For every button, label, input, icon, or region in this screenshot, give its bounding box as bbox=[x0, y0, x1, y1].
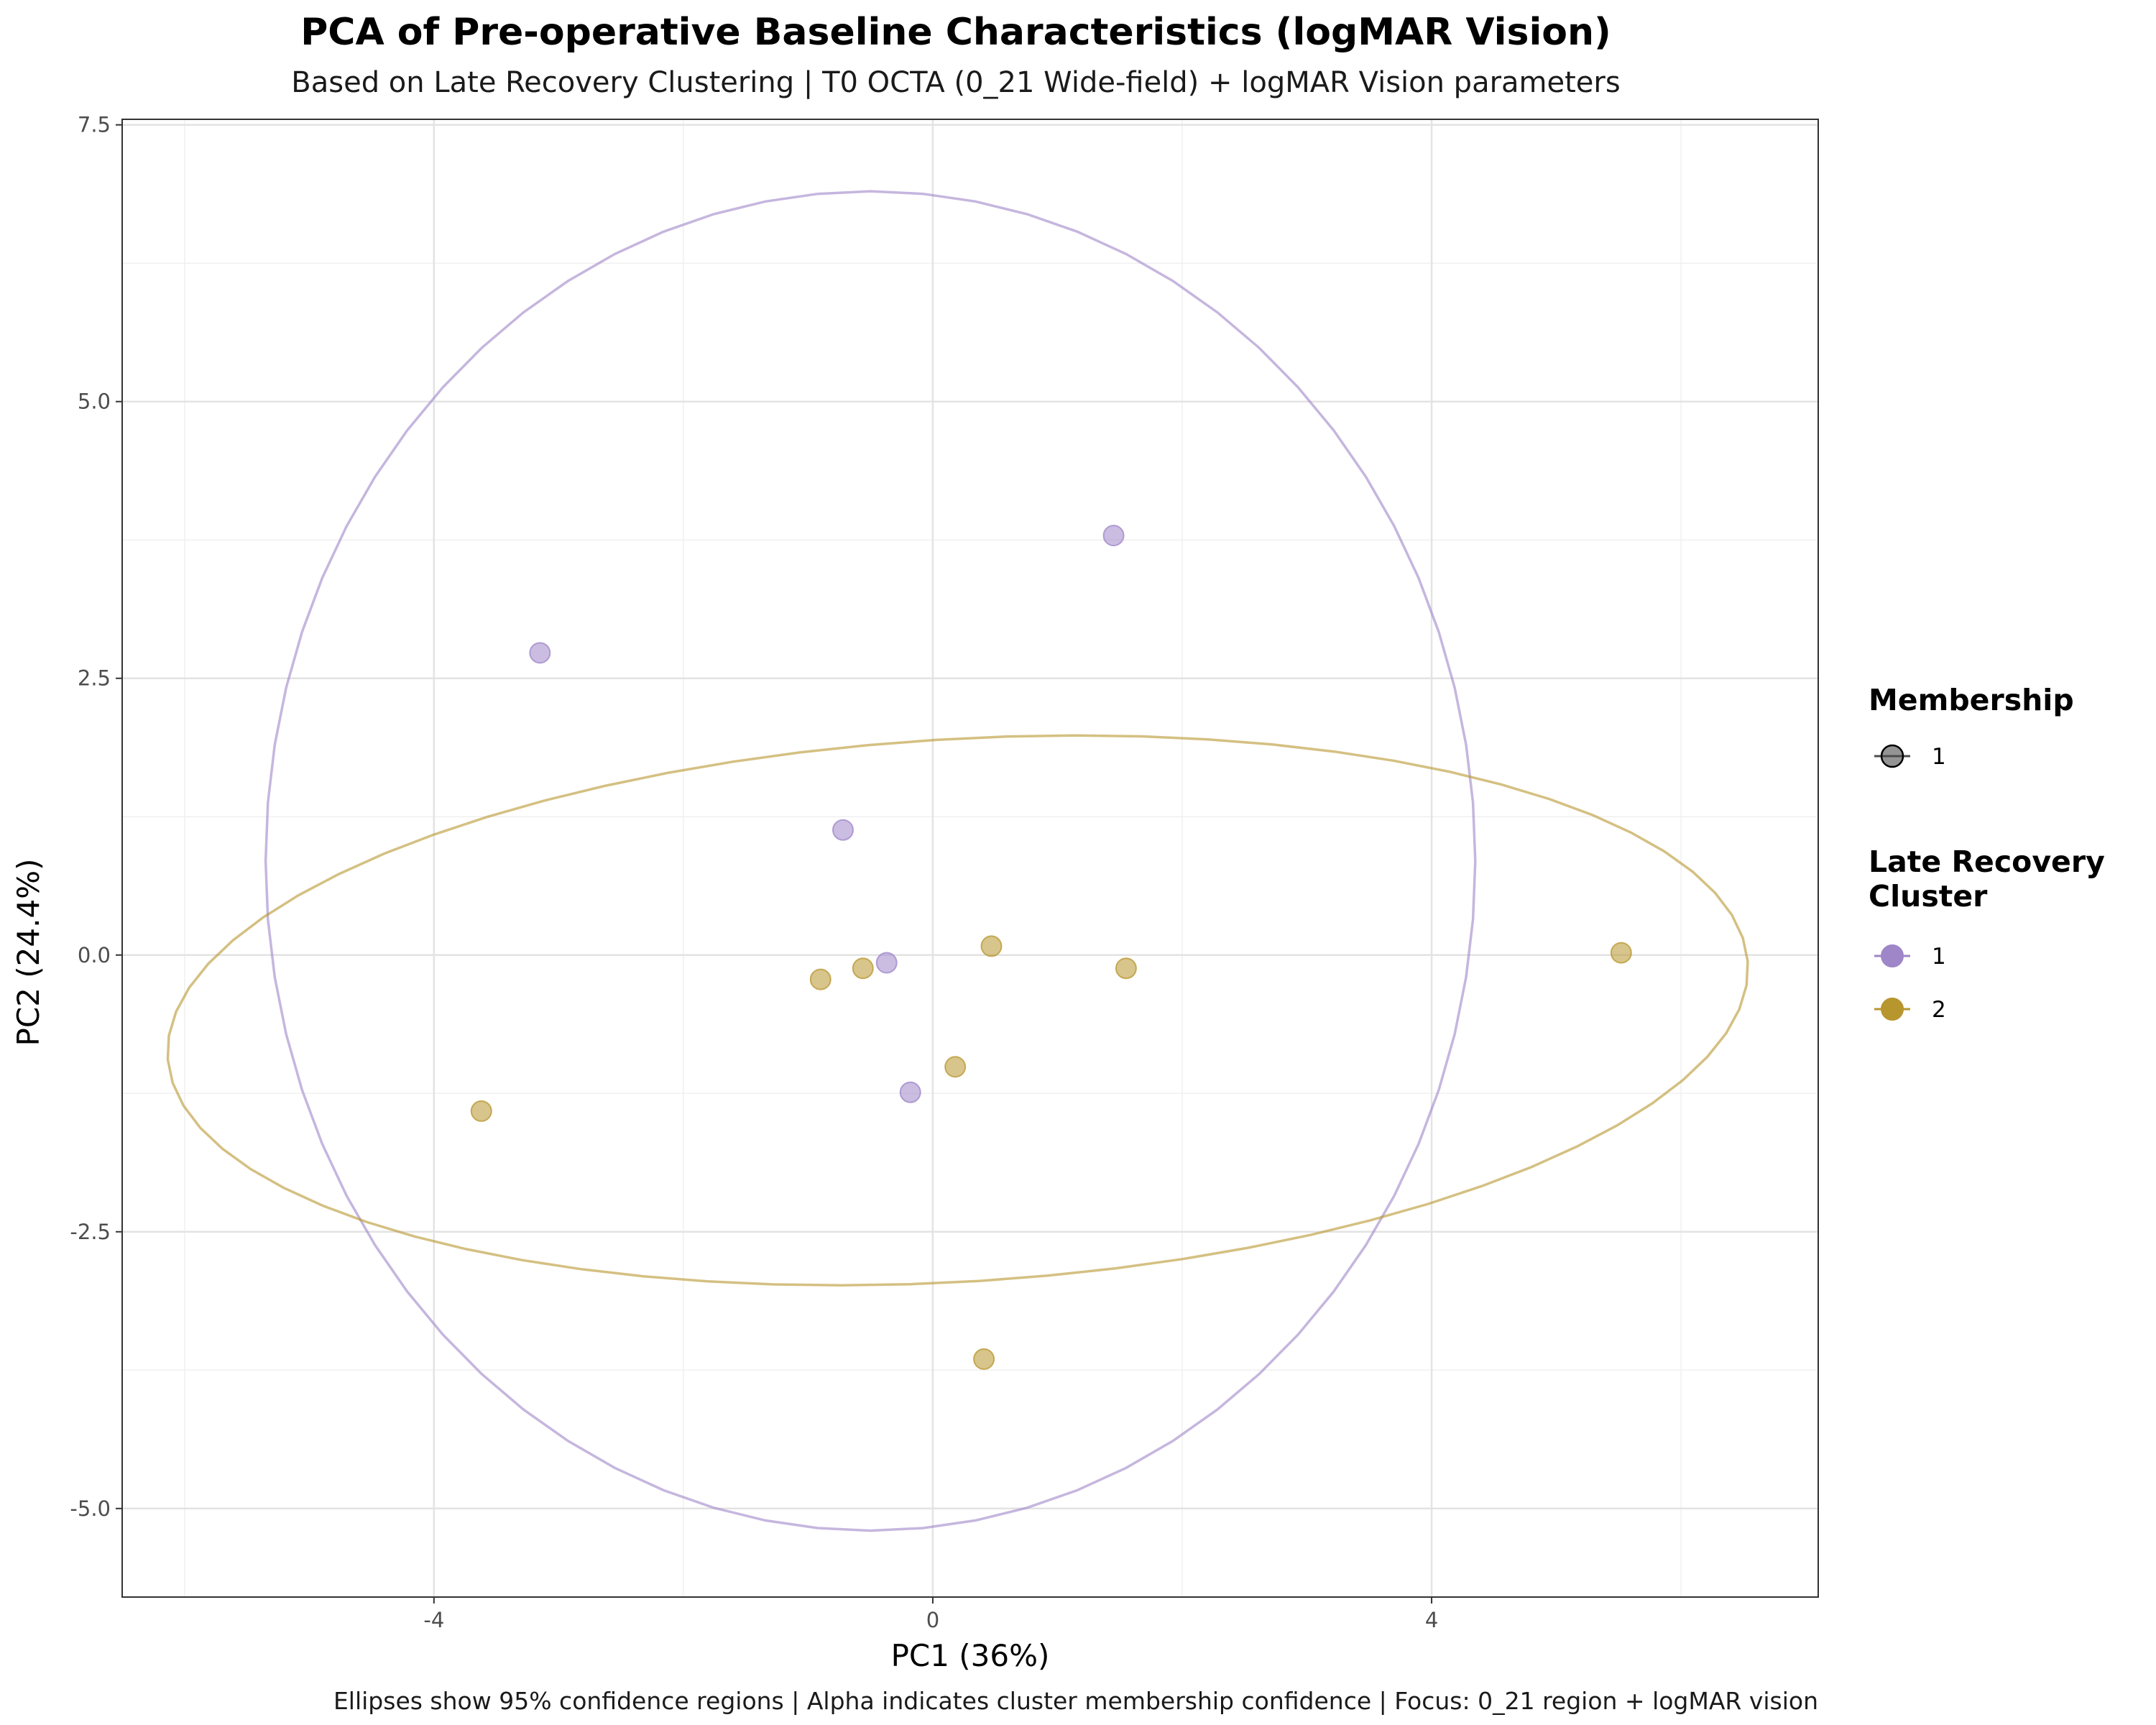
data-point-cluster-1 bbox=[1102, 525, 1125, 547]
y-tick-label: -5.0 bbox=[70, 1496, 111, 1521]
legend-title-membership: Membership bbox=[1869, 683, 2074, 717]
data-point-cluster-2 bbox=[1115, 957, 1137, 980]
data-point-cluster-2 bbox=[809, 968, 831, 990]
y-tick-label: 2.5 bbox=[78, 666, 111, 691]
data-point-cluster-2 bbox=[973, 1348, 995, 1370]
chart-subtitle: Based on Late Recovery Clustering | T0 O… bbox=[291, 66, 1620, 99]
confidence-ellipse-1 bbox=[264, 190, 1477, 1532]
data-point-cluster-1 bbox=[832, 819, 854, 841]
legend-title-cluster: Cluster bbox=[1869, 879, 1988, 914]
x-tick-label: -4 bbox=[423, 1608, 444, 1632]
y-axis-title: PC2 (24.4%) bbox=[11, 859, 46, 1046]
data-point-cluster-2 bbox=[1610, 942, 1632, 964]
y-tick-label: 5.0 bbox=[78, 390, 111, 414]
data-point-cluster-1 bbox=[875, 952, 898, 974]
chart-caption: Ellipses show 95% confidence regions | A… bbox=[333, 1687, 1818, 1715]
confidence-ellipse-2 bbox=[166, 734, 1749, 1287]
axis-ticks: -4 0 4 -5.0 -2.5 0.0 2.5 5.0 7.5 bbox=[70, 113, 1438, 1632]
data-point-cluster-2 bbox=[944, 1056, 967, 1078]
data-point-cluster-2 bbox=[980, 935, 1003, 957]
x-tick-label: 4 bbox=[1425, 1608, 1438, 1632]
grid bbox=[122, 119, 1818, 1597]
data-point-cluster-1 bbox=[529, 642, 551, 664]
legend-key-cluster-2 bbox=[1881, 998, 1904, 1021]
confidence-ellipses bbox=[166, 190, 1749, 1532]
chart-title: PCA of Pre-operative Baseline Characteri… bbox=[300, 11, 1611, 54]
x-tick-label: 0 bbox=[926, 1608, 939, 1632]
data-points bbox=[470, 525, 1632, 1370]
plot-panel-border bbox=[121, 119, 1819, 1598]
legend-label-cluster: 2 bbox=[1932, 997, 1946, 1023]
data-point-cluster-1 bbox=[899, 1081, 921, 1103]
legend-label-cluster: 1 bbox=[1932, 944, 1946, 970]
y-tick-label: -2.5 bbox=[70, 1220, 111, 1244]
y-tick-label: 0.0 bbox=[78, 943, 111, 967]
data-point-cluster-2 bbox=[852, 957, 874, 980]
legend-title-cluster: Late Recovery bbox=[1869, 845, 2105, 879]
legend-key-cluster-1 bbox=[1881, 944, 1904, 967]
x-axis-title: PC1 (36%) bbox=[891, 1638, 1050, 1673]
y-tick-label: 7.5 bbox=[78, 113, 111, 137]
data-point-cluster-2 bbox=[470, 1100, 492, 1122]
legend-key-membership-1 bbox=[1880, 744, 1904, 768]
legend-label-membership: 1 bbox=[1932, 744, 1946, 770]
